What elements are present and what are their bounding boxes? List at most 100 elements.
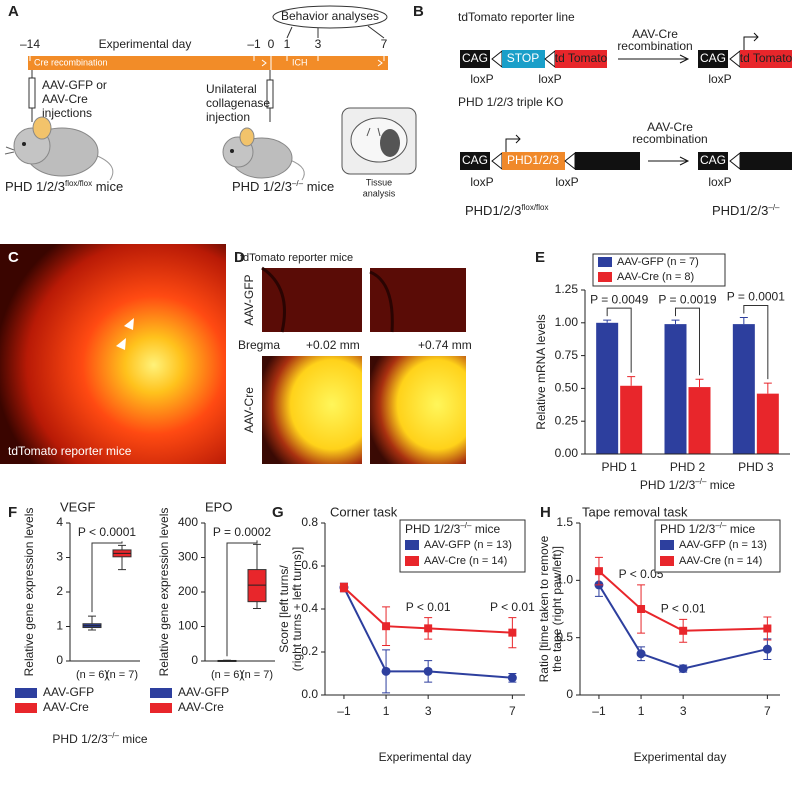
x-tick-label: (n = 6): [211, 669, 243, 681]
y-tick-label: 0.25: [555, 413, 579, 427]
box-label: PHD1/2/3: [507, 153, 559, 167]
bar-label: ICH: [292, 57, 308, 67]
legend-swatch: [150, 703, 172, 713]
legend-label: AAV-Cre: [43, 700, 89, 714]
x-axis-label: Experimental day: [634, 750, 727, 764]
legend-label: AAV-Cre: [178, 700, 224, 714]
annotation: P = 0.0002: [213, 525, 271, 539]
legend-title-tail: mice: [471, 522, 500, 536]
y-tick-label: 2: [56, 584, 63, 598]
day: 3: [315, 37, 322, 51]
promoter-arrow: [505, 134, 521, 152]
marker: [382, 622, 391, 631]
series-line: [343, 586, 513, 634]
legend-swatch: [598, 272, 612, 282]
mouse: [222, 127, 305, 181]
box: [247, 569, 267, 603]
x-axis-label-sup: –/–: [695, 477, 707, 486]
arrow: [648, 156, 690, 166]
whisker: [253, 543, 261, 570]
genotype-sup: flox/flox: [521, 203, 548, 212]
y-tick-label: 100: [178, 619, 198, 633]
legend-title-sup: –/–: [715, 521, 727, 530]
error-bar: [671, 319, 680, 325]
box-label: CAG: [462, 153, 488, 167]
y-axis-label: Relative gene expression levels: [22, 508, 36, 677]
syringe: [28, 70, 274, 122]
marker: [507, 673, 517, 683]
x-tick-label: 1: [638, 704, 645, 718]
injection-text: injection: [206, 110, 250, 124]
x-axis-label: PHD 1/2/3–/– mice: [640, 477, 735, 493]
y-tick-label: 0: [56, 653, 63, 667]
loxp-site: [491, 151, 503, 171]
x-tick-label: 7: [509, 704, 516, 718]
legend-label: AAV-Cre (n = 8): [617, 271, 694, 283]
marker: [508, 628, 517, 637]
legend-label: AAV-GFP (n = 13): [424, 539, 512, 551]
x-tick-label: –1: [337, 704, 351, 718]
arrow-label: recombination: [617, 39, 692, 53]
chart-title: Corner task: [330, 504, 398, 519]
bracket: [91, 541, 123, 613]
cag-box: [460, 50, 490, 68]
axis-label: Experimental day: [99, 37, 192, 51]
annotation: P = 0.0001: [727, 290, 785, 304]
legend-swatch: [15, 688, 37, 698]
marker: [423, 666, 433, 676]
box-label: CAG: [700, 51, 726, 65]
legend-title-tail: mice: [726, 522, 755, 536]
x-tick-label: (n = 7): [241, 669, 273, 681]
legend-swatch: [405, 540, 419, 550]
box-label: CAG: [700, 153, 726, 167]
bracket: [226, 540, 258, 657]
annotation: P < 0.01: [661, 601, 706, 615]
bar: [688, 387, 711, 454]
legend-swatch: [15, 703, 37, 713]
y-tick-label: 0.8: [301, 515, 318, 529]
y-axis-label: Relative gene expression levels: [157, 508, 171, 677]
connector: [286, 25, 385, 39]
construct-title: tdTomato reporter line: [458, 10, 575, 24]
genotype-base: PHD1/2/3: [712, 203, 768, 218]
position-label: +0.74 mm: [418, 338, 472, 352]
gene-box: [740, 152, 792, 170]
arrow-label: AAV-Cre: [632, 27, 678, 41]
legend-label: AAV-GFP: [43, 685, 94, 699]
genotype-tail: mice: [303, 179, 334, 194]
x-tick-label: 7: [764, 704, 771, 718]
injection-text: AAV-Cre: [42, 92, 88, 106]
y-axis-label: Score [left turns/: [277, 565, 291, 653]
arrow-label: AAV-Cre: [647, 120, 693, 134]
day: –14: [20, 37, 40, 51]
y-tick-label: 0.5: [556, 630, 573, 644]
legend-title-base: PHD 1/2/3: [405, 522, 461, 536]
loxp-label: loxP: [708, 175, 731, 189]
genotype: PHD1/2/3–/–: [712, 203, 780, 219]
genotype-sup: flox/flox: [65, 179, 92, 188]
stop-box: [502, 50, 545, 68]
chart-title: Tape removal task: [582, 504, 688, 519]
y-tick-label: 0: [191, 653, 198, 667]
marker: [678, 664, 688, 674]
y-tick-label: 300: [178, 550, 198, 564]
marker: [339, 583, 348, 592]
construct-title: PHD 1/2/3 triple KO: [458, 95, 563, 109]
tomato-box: [555, 50, 607, 68]
whisker: [88, 615, 96, 624]
marker: [679, 626, 688, 635]
annotation: P < 0.01: [490, 600, 535, 614]
x-tick-label: (n = 6): [76, 669, 108, 681]
arrowhead: [124, 318, 134, 330]
tissue-icon: [341, 107, 417, 175]
y-axis-label: (right turns + left turns)]: [290, 547, 304, 671]
photo: [370, 268, 466, 332]
x-tick-label: PHD 1: [601, 460, 637, 474]
panel-b: B tdTomato reporter line CAG STOP td Tom…: [413, 3, 793, 218]
genotype-sup: –/–: [768, 203, 780, 212]
whisker: [118, 556, 126, 571]
x-tick-label: PHD 3: [738, 460, 774, 474]
cag-box: [698, 50, 728, 68]
timeline-bar: [28, 56, 388, 70]
genotype-base: PHD1/2/3: [465, 203, 521, 218]
